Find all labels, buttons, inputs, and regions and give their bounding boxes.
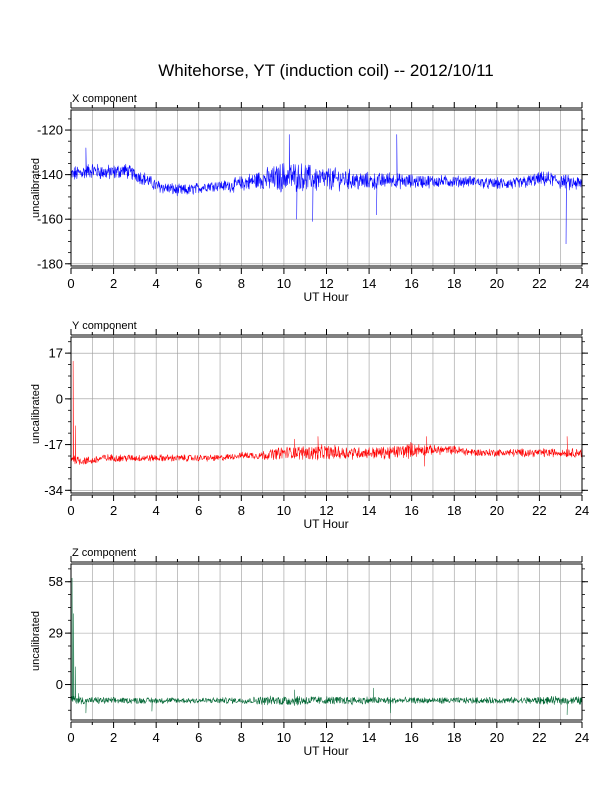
- y-tick-label: -140: [37, 167, 63, 182]
- plot-frame: [70, 336, 583, 494]
- panel-y-component: Y component uncalibrated UT Hour 0 2 4 6 8 10…: [30, 320, 589, 531]
- x-axis-label: UT Hour: [303, 517, 348, 531]
- x-tick-label: 20: [490, 503, 504, 518]
- x-tick-label: 6: [195, 276, 202, 291]
- x-tick-label: 2: [110, 730, 117, 745]
- x-tick-label: 20: [490, 730, 504, 745]
- panel-z-component: Z component uncalibrated UT Hour 0 2 4 6 8 10…: [30, 547, 589, 758]
- x-tick-label: 12: [319, 276, 333, 291]
- x-tick-label: 8: [238, 730, 245, 745]
- x-tick-label: 0: [67, 276, 74, 291]
- x-tick-label: 14: [362, 276, 376, 291]
- y-axis-label: uncalibrated: [30, 158, 42, 218]
- panel-label: Z component: [72, 547, 136, 559]
- y-tick-label: -34: [44, 483, 63, 498]
- x-tick-label: 18: [447, 730, 461, 745]
- x-tick-label: 10: [277, 503, 291, 518]
- y-tick-label: 17: [49, 346, 63, 361]
- x-tick-label: 22: [532, 276, 546, 291]
- y-tick-label: -120: [37, 123, 63, 138]
- y-axis-label: uncalibrated: [30, 611, 42, 671]
- x-tick-label: 0: [67, 503, 74, 518]
- x-tick-label: 16: [404, 503, 418, 518]
- y-tick-label: -160: [37, 212, 63, 227]
- x-tick-label: 14: [362, 730, 376, 745]
- panel-x-component: X component uncalibrated UT Hour 0 2 4 6 8 10…: [30, 93, 589, 304]
- x-tick-label: 4: [153, 503, 160, 518]
- y-tick-label: -17: [44, 437, 63, 452]
- series-line: [70, 360, 583, 467]
- x-tick-label: 16: [404, 730, 418, 745]
- x-tick-label: 6: [195, 730, 202, 745]
- x-axis-label: UT Hour: [303, 744, 348, 758]
- x-tick-label: 24: [575, 503, 589, 518]
- x-tick-label: 0: [67, 730, 74, 745]
- y-tick-label: 29: [49, 626, 63, 641]
- x-tick-label: 2: [110, 276, 117, 291]
- x-tick-label: 14: [362, 503, 376, 518]
- x-tick-label: 4: [153, 276, 160, 291]
- x-tick-label: 8: [238, 276, 245, 291]
- series-line: [70, 577, 583, 715]
- x-axis-label: UT Hour: [303, 290, 348, 304]
- plot-frame: [70, 109, 583, 267]
- chart-title: Whitehorse, YT (induction coil) -- 2012/…: [158, 61, 493, 80]
- plot-frame: [70, 563, 583, 721]
- x-tick-label: 16: [404, 276, 418, 291]
- x-tick-label: 22: [532, 730, 546, 745]
- x-tick-label: 10: [277, 276, 291, 291]
- x-tick-label: 20: [490, 276, 504, 291]
- series-line: [70, 134, 583, 244]
- x-tick-label: 12: [319, 503, 333, 518]
- y-tick-label: -180: [37, 256, 63, 271]
- x-tick-label: 10: [277, 730, 291, 745]
- y-axis-label: uncalibrated: [30, 384, 42, 444]
- y-tick-label: 0: [56, 391, 63, 406]
- x-tick-label: 4: [153, 730, 160, 745]
- x-tick-label: 6: [195, 503, 202, 518]
- x-tick-label: 8: [238, 503, 245, 518]
- x-tick-label: 24: [575, 276, 589, 291]
- x-tick-label: 18: [447, 276, 461, 291]
- x-tick-label: 18: [447, 503, 461, 518]
- panel-label: X component: [72, 93, 137, 105]
- x-tick-label: 12: [319, 730, 333, 745]
- x-tick-label: 24: [575, 730, 589, 745]
- plot-area: 0 2 4 6 8 10 12 14 16 18 20 22 24-120-140-160-180: [37, 102, 589, 291]
- y-tick-label: 0: [56, 677, 63, 692]
- panel-label: Y component: [72, 320, 137, 332]
- x-tick-label: 2: [110, 503, 117, 518]
- x-tick-label: 22: [532, 503, 546, 518]
- y-tick-label: 58: [49, 574, 63, 589]
